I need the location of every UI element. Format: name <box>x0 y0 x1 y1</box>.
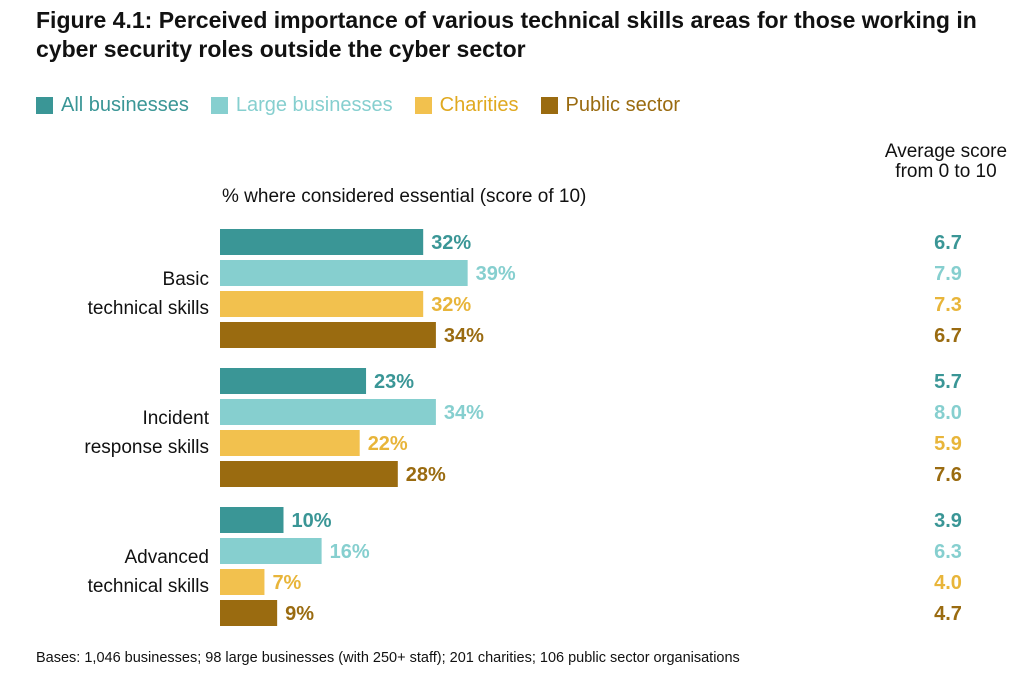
average-score-basic-technical-skills-all-businesses: 6.7 <box>934 232 962 254</box>
legend-swatch-all-businesses <box>36 96 53 114</box>
value-label-advanced-technical-skills-large-businesses: 16% <box>330 541 370 563</box>
bar-basic-technical-skills-charities <box>220 291 424 317</box>
value-label-incident-response-skills-all-businesses: 23% <box>374 371 414 393</box>
value-label-incident-response-skills-public-sector: 28% <box>406 464 446 486</box>
average-score-incident-response-skills-large-businesses: 8.0 <box>934 402 962 424</box>
category-label-advanced-technical-skills-line-1: Advanced <box>124 547 209 568</box>
value-label-incident-response-skills-large-businesses: 34% <box>444 402 484 424</box>
bar-incident-response-skills-large-businesses <box>220 399 436 425</box>
category-label-incident-response-skills-line-1: Incident <box>142 408 209 429</box>
value-label-advanced-technical-skills-all-businesses: 10% <box>292 510 332 532</box>
legend-swatch-public-sector <box>540 96 558 114</box>
value-label-advanced-technical-skills-public-sector: 9% <box>285 603 314 625</box>
bar-advanced-technical-skills-public-sector <box>220 600 278 626</box>
x-axis-label: % where considered essential (score of 1… <box>222 186 587 207</box>
legend-item-charities: Charities <box>414 93 519 117</box>
category-label-incident-response-skills-line-2: response skills <box>84 437 209 458</box>
bar-incident-response-skills-all-businesses <box>220 368 367 394</box>
category-label-basic-technical-skills-line-1: Basic <box>163 269 209 290</box>
average-score-header: Average score from 0 to 10 <box>884 141 1008 182</box>
bar-advanced-technical-skills-all-businesses <box>220 507 284 533</box>
average-score-advanced-technical-skills-all-businesses: 3.9 <box>934 510 962 532</box>
legend: All businesses Large businesses Charitie… <box>36 93 702 117</box>
average-score-incident-response-skills-charities: 5.9 <box>934 433 962 455</box>
average-score-basic-technical-skills-large-businesses: 7.9 <box>934 263 962 285</box>
bar-advanced-technical-skills-charities <box>220 569 265 595</box>
legend-label-all-businesses: All businesses <box>61 93 189 116</box>
average-score-incident-response-skills-public-sector: 7.6 <box>934 464 962 486</box>
bar-incident-response-skills-charities <box>220 430 360 456</box>
bar-basic-technical-skills-public-sector <box>220 322 436 348</box>
bar-advanced-technical-skills-large-businesses <box>220 538 322 564</box>
value-label-basic-technical-skills-large-businesses: 39% <box>476 263 516 285</box>
average-score-advanced-technical-skills-large-businesses: 6.3 <box>934 541 962 563</box>
average-score-advanced-technical-skills-public-sector: 4.7 <box>934 603 962 625</box>
chart-title: Figure 4.1: Perceived importance of vari… <box>36 7 977 62</box>
value-label-advanced-technical-skills-charities: 7% <box>272 572 301 594</box>
category-label-basic-technical-skills-line-2: technical skills <box>88 298 209 319</box>
value-label-basic-technical-skills-all-businesses: 32% <box>431 232 471 254</box>
legend-item-large-businesses: Large businesses <box>210 93 393 117</box>
legend-label-charities: Charities <box>439 93 519 116</box>
bar-basic-technical-skills-all-businesses <box>220 229 424 255</box>
value-label-basic-technical-skills-public-sector: 34% <box>444 325 484 347</box>
value-label-basic-technical-skills-charities: 32% <box>431 294 471 316</box>
average-score-basic-technical-skills-charities: 7.3 <box>934 294 962 316</box>
legend-label-large-businesses: Large businesses <box>235 93 393 116</box>
legend-label-public-sector: Public sector <box>565 93 681 116</box>
footnote: Bases: 1,046 businesses; 98 large busine… <box>36 650 740 666</box>
legend-item-all-businesses: All businesses <box>36 94 189 117</box>
average-score-basic-technical-skills-public-sector: 6.7 <box>934 325 962 347</box>
legend-item-public-sector: Public sector <box>540 93 681 117</box>
bar-incident-response-skills-public-sector <box>220 461 398 487</box>
value-label-incident-response-skills-charities: 22% <box>368 433 408 455</box>
bar-basic-technical-skills-large-businesses <box>220 260 468 286</box>
average-score-incident-response-skills-all-businesses: 5.7 <box>934 371 962 393</box>
average-score-advanced-technical-skills-charities: 4.0 <box>934 572 962 594</box>
legend-swatch-large-businesses <box>210 96 228 114</box>
legend-swatch-charities <box>414 96 432 114</box>
category-label-advanced-technical-skills-line-2: technical skills <box>88 576 209 597</box>
